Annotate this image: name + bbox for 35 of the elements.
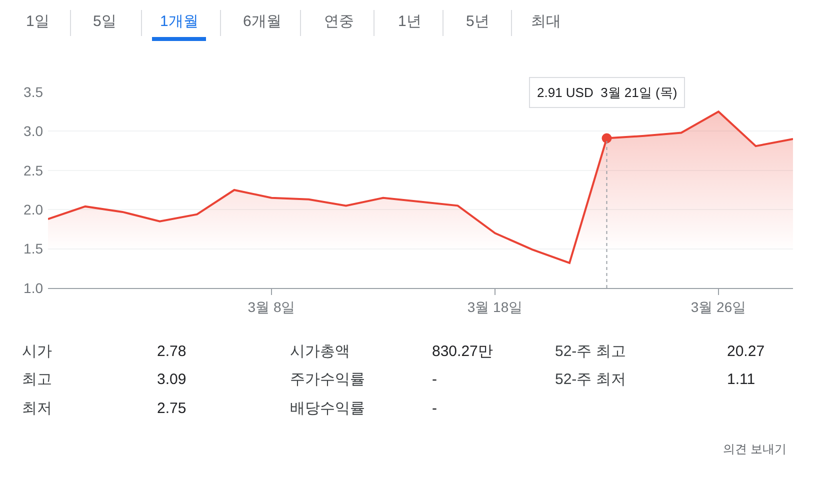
y-tick-label: 3.0 xyxy=(24,123,44,140)
text: 시가 xyxy=(22,343,52,360)
text: 시가총액 xyxy=(290,343,350,360)
text: 5년 xyxy=(466,13,490,30)
text: 최대 xyxy=(531,13,561,30)
x-tick-label: 3월 26일 xyxy=(690,298,746,315)
text: 2.75 xyxy=(157,400,186,417)
text: 의견 보내기 xyxy=(723,442,786,456)
text: 최고 xyxy=(22,371,52,388)
y-tick-label: 2.0 xyxy=(24,202,44,218)
text: 830.27만 xyxy=(432,343,493,360)
y-tick-label: 1.0 xyxy=(24,280,44,296)
x-tick-label: 3월 8일 xyxy=(248,298,296,315)
y-tick-label: 2.5 xyxy=(24,162,44,178)
text: 1일 xyxy=(26,13,50,30)
text: 2.78 xyxy=(157,343,186,360)
text: 배당수익률 xyxy=(290,400,365,417)
annotation: 2.91 USD 3월 21일 (목) xyxy=(537,85,678,100)
text: 연중 xyxy=(324,13,354,30)
text: - xyxy=(432,371,437,388)
text: 3.09 xyxy=(157,371,186,388)
text: 주가수익률 xyxy=(290,371,365,388)
text: 6개월 xyxy=(243,13,282,30)
text: 1.11 xyxy=(727,371,756,388)
text: 52-주 최고 xyxy=(555,343,626,360)
text: 1년 xyxy=(398,13,422,30)
text: 20.27 xyxy=(727,343,765,360)
x-tick-label: 3월 18일 xyxy=(467,298,523,315)
text: 5일 xyxy=(93,13,116,30)
y-tick-label: 3.5 xyxy=(24,84,44,100)
text: 1개월 xyxy=(160,13,198,30)
text: 52-주 최저 xyxy=(555,371,626,388)
y-tick-label: 1.5 xyxy=(24,240,44,257)
text: 최저 xyxy=(22,400,52,417)
text: - xyxy=(432,400,437,417)
